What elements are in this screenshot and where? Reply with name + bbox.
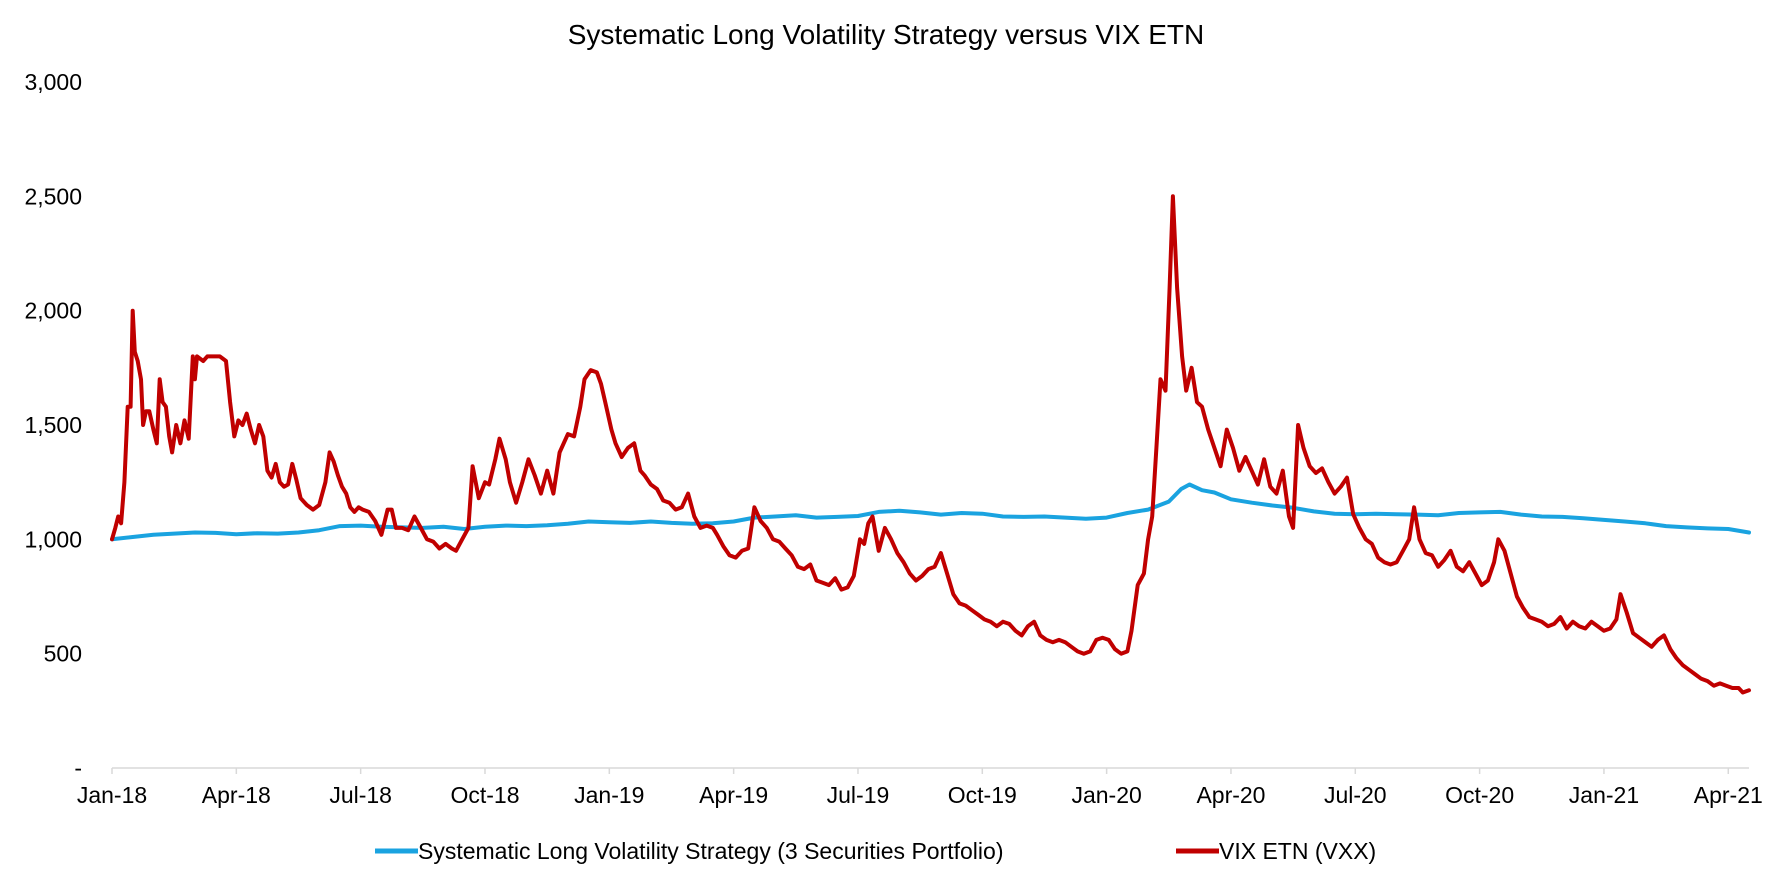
y-tick-label: 500 [44, 641, 82, 667]
x-axis: Jan-18 Apr-18 Jul-18 Oct-18 Jan-19 Apr-19 Jul-… [77, 767, 1763, 808]
x-tick-label: Jul-20 [1324, 782, 1387, 808]
y-tick-label: 2,000 [24, 298, 82, 324]
x-tick-label: Jul-19 [827, 782, 890, 808]
legend-item-strategy[interactable]: Systematic Long Volatility Strategy (3 S… [375, 838, 1003, 864]
series-line-strategy [110, 482, 1751, 542]
y-axis: 3,000 2,500 2,000 1,500 1,000 500 - [24, 69, 82, 781]
x-tick-label: Apr-20 [1196, 782, 1265, 808]
x-tick-label: Oct-19 [948, 782, 1017, 808]
x-tick-label: Jan-19 [574, 782, 644, 808]
y-tick-label: - [74, 755, 82, 781]
x-tick-label: Jul-18 [329, 782, 392, 808]
x-tick-label: Apr-18 [202, 782, 271, 808]
chart-title: Systematic Long Volatility Strategy vers… [568, 19, 1204, 50]
y-tick-label: 1,000 [24, 526, 82, 552]
y-tick-label: 1,500 [24, 412, 82, 438]
legend-item-vxx[interactable]: VIX ETN (VXX) [1176, 838, 1376, 864]
x-tick-label: Apr-19 [699, 782, 768, 808]
y-tick-label: 3,000 [24, 69, 82, 95]
x-tick-label: Jan-20 [1071, 782, 1141, 808]
x-tick-label: Oct-20 [1445, 782, 1514, 808]
legend-label-strategy: Systematic Long Volatility Strategy (3 S… [418, 838, 1003, 864]
series-line-vxx [110, 194, 1751, 695]
legend-label-vxx: VIX ETN (VXX) [1219, 838, 1376, 864]
x-tick-label: Apr-21 [1694, 782, 1763, 808]
x-tick-label: Jan-18 [77, 782, 147, 808]
y-tick-label: 2,500 [24, 183, 82, 209]
x-tick-label: Jan-21 [1569, 782, 1639, 808]
series-layer [110, 194, 1751, 695]
x-tick-label: Oct-18 [450, 782, 519, 808]
legend: Systematic Long Volatility Strategy (3 S… [375, 838, 1376, 864]
